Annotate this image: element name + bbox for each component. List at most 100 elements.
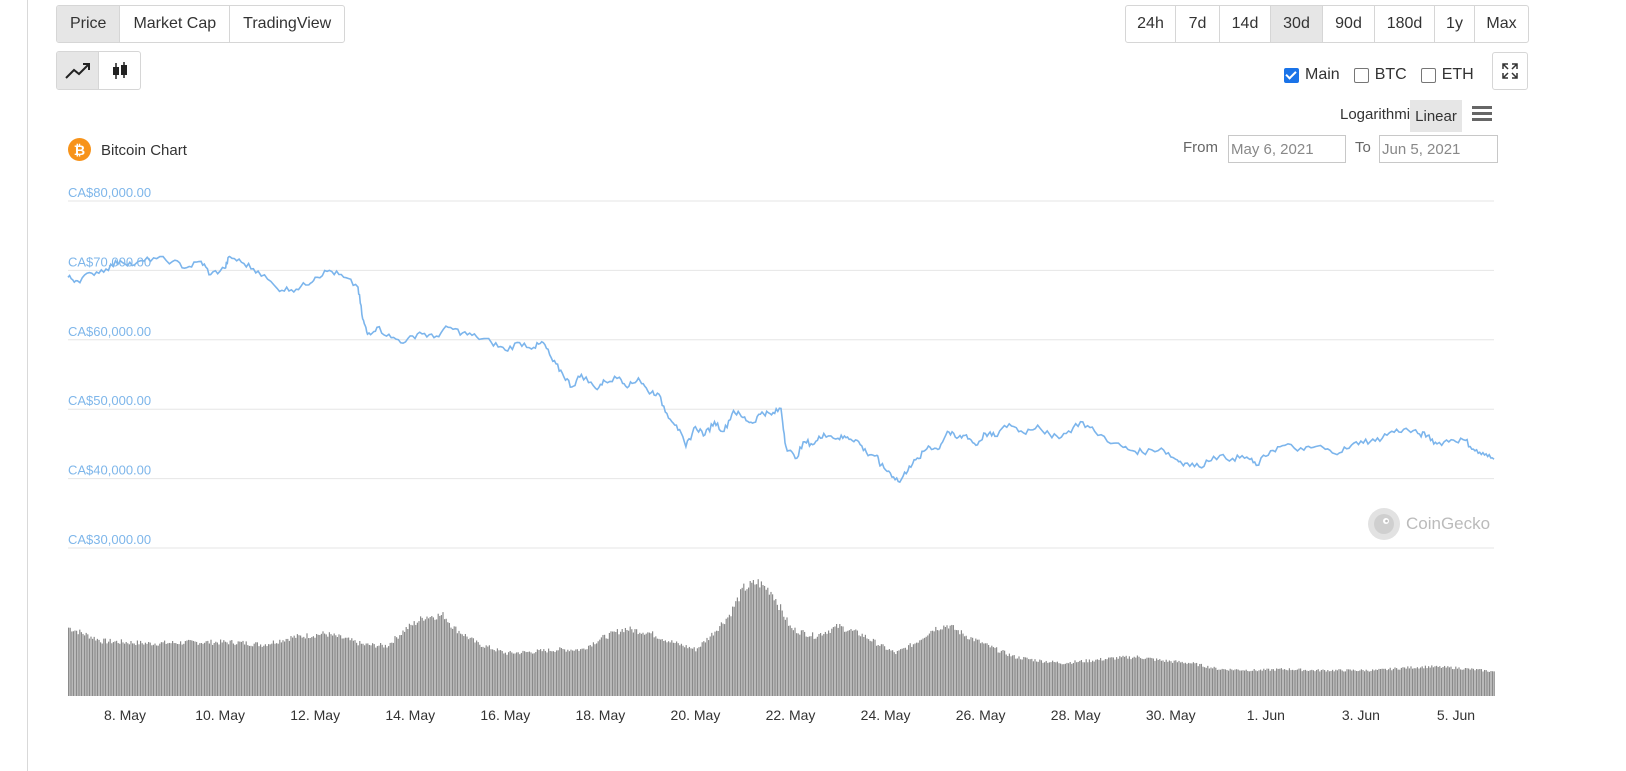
volume-bar [1047, 662, 1049, 696]
range-180d[interactable]: 180d [1374, 6, 1434, 42]
volume-bar [420, 616, 422, 696]
range-24h[interactable]: 24h [1137, 15, 1164, 32]
volume-bar [1189, 663, 1191, 696]
range-1y[interactable]: 1y [1434, 6, 1474, 42]
volume-bar [104, 638, 106, 696]
volume-bar [368, 644, 370, 696]
volume-bar [552, 651, 554, 696]
range-7d[interactable]: 7d [1175, 6, 1219, 42]
volume-bar [495, 651, 497, 696]
tab-market-cap[interactable]: Market Cap [119, 6, 229, 42]
volume-bar [1336, 670, 1338, 696]
volume-bar [261, 646, 263, 696]
eth-checkbox[interactable] [1420, 67, 1436, 83]
volume-bar [887, 649, 889, 696]
volume-bar [714, 631, 716, 696]
volume-bar [749, 581, 751, 696]
volume-bar [1480, 669, 1482, 696]
main-toggle[interactable]: Main [1284, 66, 1340, 84]
volume-bar [778, 610, 780, 696]
volume-bar [820, 633, 822, 696]
line-chart-button[interactable] [57, 52, 98, 89]
volume-bar [668, 641, 670, 696]
volume-bar [1045, 660, 1047, 696]
volume-bar [1476, 668, 1478, 696]
volume-bar [984, 643, 986, 696]
volume-bar [724, 624, 726, 696]
range-90d[interactable]: 90d [1322, 6, 1374, 42]
volume-bar [474, 642, 476, 696]
volume-bar [789, 625, 791, 696]
volume-bar [116, 640, 118, 696]
volume-bar [1264, 670, 1266, 696]
chart-menu-button[interactable] [1472, 105, 1492, 128]
volume-bar [1383, 668, 1385, 696]
volume-bar [517, 652, 519, 696]
volume-bar [1351, 670, 1353, 696]
candlestick-button[interactable] [98, 52, 140, 89]
volume-bar [736, 597, 738, 696]
volume-bar [738, 601, 740, 696]
volume-bar [436, 619, 438, 696]
volume-bar [317, 634, 319, 696]
volume-bar [141, 643, 143, 696]
volume-bar [412, 625, 414, 696]
eth-toggle[interactable]: ETH [1420, 66, 1474, 84]
volume-bar [631, 629, 633, 696]
scale-linear-button[interactable]: Linear [1410, 100, 1462, 132]
volume-bar [901, 648, 903, 696]
volume-bar [575, 649, 577, 696]
x-tick-label: 5. Jun [1437, 707, 1475, 723]
volume-bar [1108, 657, 1110, 696]
volume-bar [1058, 663, 1060, 696]
volume-bar [351, 638, 353, 696]
volume-bar [856, 630, 858, 696]
volume-bar [1490, 670, 1492, 696]
volume-bar [336, 637, 338, 696]
volume-bar [279, 639, 281, 696]
range-max[interactable]: Max [1474, 6, 1528, 42]
volume-bar [1240, 670, 1242, 696]
volume-bar [365, 643, 367, 696]
volume-bar [1268, 668, 1270, 696]
volume-bar [253, 643, 255, 696]
volume-bar [332, 635, 334, 696]
main-checkbox[interactable] [1284, 67, 1299, 83]
from-date-input[interactable] [1228, 135, 1346, 163]
volume-bar [143, 644, 145, 696]
volume-bar [168, 642, 170, 696]
scale-logarithmic-button[interactable]: Logarithmic [1340, 106, 1418, 123]
volume-bar [1165, 659, 1167, 696]
to-date-input[interactable] [1379, 135, 1498, 163]
volume-bar [1095, 659, 1097, 696]
volume-bar [1013, 655, 1015, 696]
line-chart-icon [64, 62, 90, 79]
volume-bar [421, 617, 423, 696]
tab-tradingview[interactable]: TradingView [229, 6, 344, 42]
volume-bar [845, 631, 847, 696]
volume-bar [255, 642, 257, 696]
volume-bar [197, 644, 199, 696]
btc-toggle[interactable]: BTC [1353, 66, 1407, 84]
volume-bar [888, 649, 890, 696]
range-14d[interactable]: 14d [1219, 6, 1270, 42]
volume-bar [300, 635, 302, 696]
btc-checkbox[interactable] [1353, 67, 1369, 83]
volume-bar [405, 627, 407, 696]
volume-bar [1037, 661, 1039, 696]
fullscreen-button[interactable] [1492, 52, 1528, 90]
volume-bar [344, 637, 346, 696]
tab-price[interactable]: Price [57, 6, 120, 42]
volume-bar [100, 642, 102, 696]
volume-bar [1440, 667, 1442, 696]
volume-bar [900, 649, 902, 696]
volume-bar [725, 618, 727, 696]
range-30d[interactable]: 30d [1270, 6, 1322, 42]
volume-bar [316, 633, 318, 696]
volume-bar [940, 629, 942, 696]
volume-bar [906, 649, 908, 696]
volume-bar [828, 630, 830, 696]
volume-bar [77, 634, 79, 696]
series-toggles: Main BTC ETH [1284, 66, 1474, 84]
volume-bar [322, 631, 324, 696]
